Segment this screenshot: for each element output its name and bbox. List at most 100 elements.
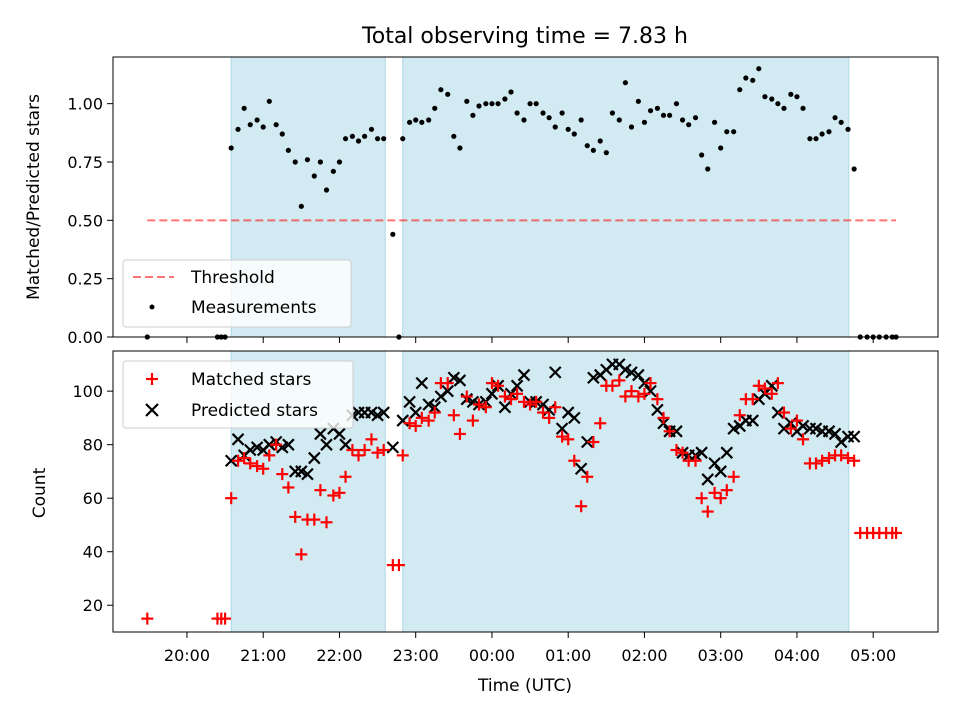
matched-stars-point <box>746 393 759 406</box>
matched-stars-point <box>141 612 154 625</box>
x-tick-label: 03:00 <box>698 646 744 665</box>
x-tick-label: 04:00 <box>774 646 820 665</box>
ratio-y-tick-label: 0.50 <box>67 211 103 230</box>
count-y-tick-label: 60 <box>83 489 103 508</box>
predicted-stars-point <box>339 438 352 451</box>
measurement-point <box>336 159 343 165</box>
measurement-point <box>565 126 571 132</box>
matched-stars-point <box>594 417 607 430</box>
matched-stars-point <box>295 548 308 561</box>
ratio-y-axis-label: Matched/Predicted stars <box>24 94 44 300</box>
measurement-point <box>769 96 775 102</box>
ratio-y-tick-label: 0.00 <box>67 328 103 347</box>
measurement-point <box>483 101 489 107</box>
measurement-point <box>330 168 336 174</box>
predicted-stars-point <box>498 400 512 414</box>
measurement-point <box>616 117 622 123</box>
predicted-stars-point <box>580 435 594 449</box>
matched-stars-point <box>644 377 657 390</box>
measurement-point <box>349 133 356 139</box>
matched-stars-point <box>765 387 778 400</box>
matched-stars-point <box>638 387 651 400</box>
measurement-point <box>362 133 368 139</box>
measurements-legend-swatch <box>149 304 155 310</box>
measurement-point <box>762 94 768 100</box>
matched-stars-point <box>498 390 511 403</box>
predicted-stars-point <box>701 473 715 486</box>
measurement-point <box>451 133 457 139</box>
predicted-stars-point <box>282 438 295 451</box>
measurement-point <box>502 96 508 102</box>
measurement-point <box>788 91 794 97</box>
measurement-point <box>756 66 762 72</box>
matched-stars-point <box>549 401 562 414</box>
measurement-point <box>235 126 241 132</box>
matched-stars-point <box>320 516 333 529</box>
measurement-point <box>647 108 654 114</box>
matched-stars-point <box>479 401 492 414</box>
matched-stars-point <box>453 427 466 440</box>
ratio-y-tick-label: 0.25 <box>67 270 103 289</box>
matched-stars-point <box>289 510 302 523</box>
measurement-point <box>800 105 806 111</box>
predicted-stars-point <box>409 406 422 419</box>
measurement-point <box>718 145 724 151</box>
measurement-point <box>622 80 628 86</box>
predicted-stars-legend-label: Predicted stars <box>191 401 318 421</box>
measurement-point <box>457 145 463 151</box>
x-axis-label: Time (UTC) <box>477 676 572 696</box>
measurement-point <box>495 101 501 107</box>
matched-stars-point <box>784 422 797 435</box>
count-y-tick-label: 100 <box>72 382 103 401</box>
x-tick-label: 05:00 <box>850 646 896 665</box>
measurement-point <box>832 115 838 121</box>
matched-stars-point <box>816 454 829 467</box>
matched-stars-point <box>219 612 232 625</box>
matched-stars-point <box>670 444 683 457</box>
predicted-stars-point <box>847 430 861 443</box>
predicted-stars-point <box>377 406 390 419</box>
predicted-stars-point <box>746 414 759 427</box>
measurement-point <box>686 122 692 128</box>
measurement-point <box>355 138 362 144</box>
matched-stars-point <box>257 462 270 475</box>
matched-stars-point <box>530 395 543 408</box>
x-tick-label: 02:00 <box>621 646 667 665</box>
matched-stars-point <box>409 419 422 432</box>
measurement-point <box>317 159 323 165</box>
measurement-point <box>374 136 381 142</box>
measurement-point <box>464 98 470 104</box>
matched-stars-point <box>842 452 855 465</box>
measurement-point <box>540 110 546 116</box>
ratio-y-tick-label: 0.75 <box>67 153 103 172</box>
measurement-point <box>597 138 603 144</box>
ratio-y-tick-label: 1.00 <box>67 95 103 114</box>
matched-stars-point <box>472 398 485 411</box>
measurement-point <box>660 112 667 118</box>
matched-stars-point <box>606 379 619 392</box>
measurement-point <box>533 101 539 107</box>
measurement-point <box>228 145 234 151</box>
predicted-stars-point <box>796 419 810 433</box>
predicted-stars-point <box>695 446 708 459</box>
matched-stars-point <box>403 417 416 430</box>
matched-stars-point <box>358 444 371 457</box>
measurement-point <box>381 136 387 142</box>
x-tick-label: 00:00 <box>469 646 515 665</box>
observing-interval-shading <box>230 56 850 338</box>
measurement-point <box>838 119 844 125</box>
matched-stars-point <box>790 414 803 427</box>
measurement-point <box>273 122 279 128</box>
matched-stars-point <box>797 433 810 446</box>
measurement-point <box>508 89 514 95</box>
measurement-point <box>285 147 291 153</box>
measurement-point <box>845 126 851 132</box>
ratio-x-axis-ticks <box>186 337 874 343</box>
matched-stars-point <box>251 460 264 473</box>
matched-stars-point <box>377 444 390 457</box>
measurement-point <box>489 101 495 107</box>
measurement-point <box>413 117 419 123</box>
measurement-point <box>571 131 577 137</box>
matched-stars-point <box>415 411 428 424</box>
predicted-stars-point <box>263 438 276 451</box>
